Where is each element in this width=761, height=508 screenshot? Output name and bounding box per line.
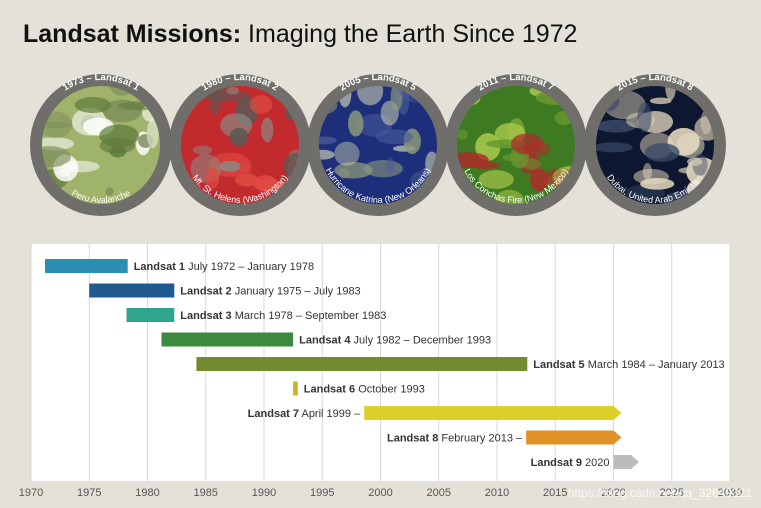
mission-dates: March 1984 – January 2013: [585, 359, 725, 371]
mission-bar: [526, 430, 622, 445]
mission-name: Landsat 9: [531, 457, 582, 469]
mission-bar: [364, 406, 622, 420]
mission-bar: [126, 308, 175, 322]
x-tick-label: 2005: [427, 487, 451, 499]
mission-label: Landsat 4 July 1982 – December 1993: [299, 335, 491, 347]
mission-bar: [613, 455, 639, 469]
x-tick-label: 2030: [718, 487, 742, 499]
x-tick-label: 2015: [543, 487, 567, 499]
title-bold: Landsat Missions:: [23, 20, 242, 48]
chart-title: Landsat Missions: Imaging the Earth Sinc…: [23, 20, 577, 49]
mission-name: Landsat 7: [248, 408, 299, 420]
mission-bar: [89, 283, 175, 298]
mission-name: Landsat 8: [387, 433, 438, 445]
mission-label: Landsat 6 October 1993: [304, 384, 425, 396]
mission-label: Landsat 8 February 2013 –: [387, 433, 523, 445]
mission-name: Landsat 4: [299, 335, 351, 347]
title-light: Imaging the Earth Since 1972: [248, 20, 578, 48]
watermark: https://blog.csdn.net/qq_32649321: [568, 486, 752, 500]
mission-name: Landsat 1: [134, 261, 185, 273]
mission-name: Landsat 6: [304, 384, 355, 396]
mission-dates: October 1993: [355, 384, 425, 396]
x-tick-label: 1970: [19, 487, 43, 499]
mission-dates: March 1978 – September 1983: [232, 310, 387, 322]
mission-bar: [161, 332, 294, 347]
mission-name: Landsat 2: [180, 286, 231, 298]
x-tick-label: 1985: [194, 487, 218, 499]
mission-label: Landsat 9 2020: [531, 457, 610, 469]
mission-dates: January 1975 – July 1983: [232, 286, 361, 298]
mission-name: Landsat 3: [180, 310, 231, 322]
mission-label: Landsat 2 January 1975 – July 1983: [180, 286, 360, 298]
mission-label: Landsat 7 April 1999 –: [248, 408, 361, 420]
mission-dates: July 1972 – January 1978: [185, 261, 314, 273]
x-tick-label: 1995: [310, 487, 334, 499]
mission-dates: February 2013 –: [438, 433, 523, 445]
mission-label: Landsat 1 July 1972 – January 1978: [134, 261, 314, 273]
x-tick-label: 2020: [601, 487, 625, 499]
x-tick-label: 1975: [77, 487, 101, 499]
mission-dates: April 1999 –: [299, 408, 361, 420]
x-tick-label: 2025: [660, 487, 684, 499]
x-tick-label: 2010: [485, 487, 509, 499]
mission-dates: July 1982 – December 1993: [350, 335, 491, 347]
x-tick-label: 1990: [252, 487, 276, 499]
x-tick-label: 2000: [368, 487, 392, 499]
mission-dates: 2020: [582, 457, 610, 469]
x-tick-label: 1980: [135, 487, 159, 499]
mission-bar: [293, 381, 298, 396]
mission-name: Landsat 5: [533, 359, 584, 371]
mission-label: Landsat 3 March 1978 – September 1983: [180, 310, 386, 322]
mission-bar: [196, 357, 528, 371]
mission-label: Landsat 5 March 1984 – January 2013: [533, 359, 724, 371]
satellite-image-2: 1980 – Landsat 2Mt. St. Helens (Washingt…: [169, 72, 311, 216]
mission-bar: [44, 259, 128, 273]
